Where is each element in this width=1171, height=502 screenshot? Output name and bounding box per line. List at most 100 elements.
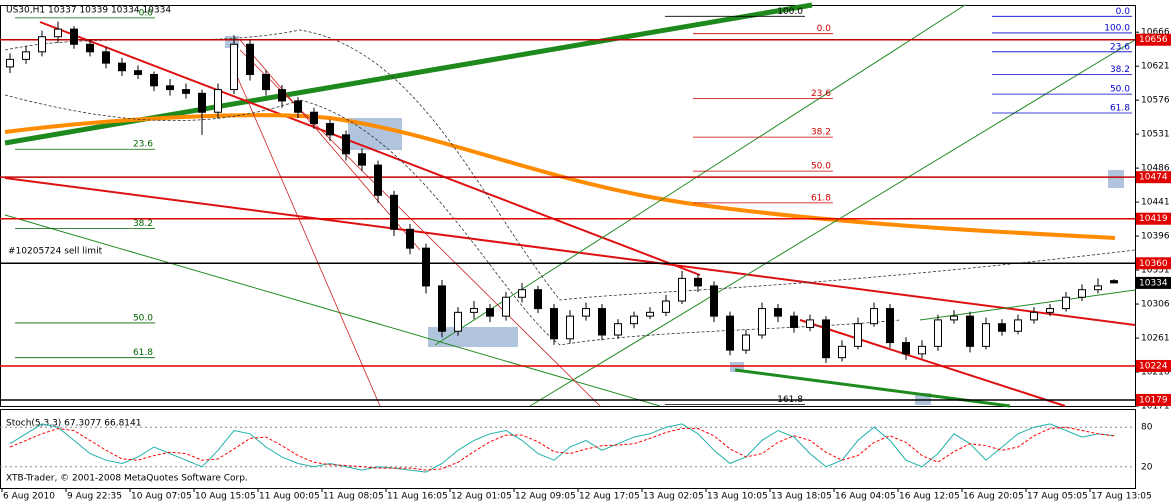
channel-line <box>434 4 966 346</box>
candle-body <box>694 277 702 287</box>
y-tick-label: 10531 <box>1141 130 1170 140</box>
fib-label: 50.0 <box>811 162 831 172</box>
candle-body <box>1078 289 1086 298</box>
candle-body <box>646 311 654 317</box>
x-tick-label: 12 Aug 01:05 <box>451 492 512 502</box>
chart-title: US30,H1 10337 10339 10334 10334 <box>6 6 171 16</box>
fib-label: 38.2 <box>1110 65 1130 75</box>
y-tick-label: 10486 <box>1141 164 1170 174</box>
stoch-tick-label: 80 <box>1141 423 1153 433</box>
candle-body <box>358 153 366 166</box>
channel-line <box>529 39 1136 407</box>
fib-label: 23.6 <box>1110 42 1130 52</box>
candle-body <box>806 319 814 328</box>
trend-line <box>919 289 1136 321</box>
candle-body <box>918 345 926 355</box>
fib-label: 61.8 <box>133 348 153 358</box>
price-tag-label: 10179 <box>1139 395 1168 405</box>
candle-body <box>710 285 718 317</box>
y-tick-label: 10576 <box>1141 96 1170 106</box>
candle-body <box>182 89 190 94</box>
x-tick-label: 13 Aug 02:05 <box>643 492 704 502</box>
fib-label: 161.8 <box>777 395 803 405</box>
candle-body <box>1046 308 1054 313</box>
candle-body <box>70 28 78 45</box>
x-tick-label: 13 Aug 18:05 <box>771 492 832 502</box>
candle-body <box>486 308 494 317</box>
candle-body <box>166 85 174 91</box>
candle-body <box>406 228 414 249</box>
fib-label: 38.2 <box>811 128 831 138</box>
candle-body <box>950 315 958 321</box>
candle-body <box>838 345 846 359</box>
candle-body <box>822 319 830 359</box>
candle-body <box>790 315 798 328</box>
y-tick-label: 10621 <box>1141 62 1170 72</box>
candle-body <box>566 315 574 340</box>
candle-body <box>38 36 46 53</box>
candle-body <box>742 334 750 351</box>
candle-body <box>502 296 510 317</box>
zone <box>428 327 518 347</box>
fib-label: 61.8 <box>811 193 831 203</box>
candle-body <box>998 323 1006 332</box>
fib-label: 0.0 <box>1116 7 1131 17</box>
candle-body <box>1014 319 1022 332</box>
candle-body <box>1110 280 1118 284</box>
candle-body <box>374 164 382 196</box>
stoch-line <box>9 423 1115 473</box>
candle-body <box>598 308 606 336</box>
trend-line <box>39 21 701 276</box>
stoch-tick-label: 20 <box>1141 462 1153 472</box>
candle-body <box>582 308 590 317</box>
candle-body <box>6 58 14 68</box>
moving-average <box>4 113 1116 240</box>
candle-body <box>662 300 670 313</box>
candle-body <box>534 289 542 310</box>
copyright: XTB-Trader, © 2001-2008 MetaQuotes Softw… <box>6 474 248 484</box>
candle-body <box>198 92 206 113</box>
x-tick-label: 6 Aug 2010 <box>3 492 55 502</box>
price-tag <box>1136 171 1171 184</box>
x-tick-label: 11 Aug 16:05 <box>387 492 448 502</box>
candle-body <box>230 43 238 91</box>
price-tag <box>1136 212 1171 225</box>
envelope <box>4 94 901 346</box>
y-tick-label: 10666 <box>1141 28 1170 38</box>
channel-line <box>4 214 661 407</box>
price-tag <box>1136 276 1171 289</box>
candle-body <box>550 308 558 340</box>
candle-body <box>758 308 766 336</box>
candle-body <box>310 111 318 125</box>
candle-body <box>214 89 222 113</box>
trend-line <box>799 319 1066 407</box>
fib-label: 100.0 <box>1104 23 1130 33</box>
envelope <box>4 29 1136 301</box>
zone <box>1108 170 1124 188</box>
candle-body <box>774 308 782 317</box>
price-tag-label: 10224 <box>1139 361 1168 371</box>
price-tag <box>1136 359 1171 372</box>
candle-body <box>294 100 302 113</box>
candle-body <box>22 51 30 60</box>
x-tick-label: 17 Aug 05:05 <box>1027 492 1088 502</box>
candle-body <box>454 311 462 332</box>
candle-body <box>278 89 286 102</box>
candle-body <box>1062 296 1070 310</box>
fib-label: 50.0 <box>133 313 153 323</box>
candle-body <box>262 73 270 91</box>
candle-body <box>966 315 974 347</box>
fib-label: 38.2 <box>133 219 153 229</box>
y-tick-label: 10441 <box>1141 198 1170 208</box>
y-tick-label: 10396 <box>1141 232 1170 242</box>
x-tick-label: 13 Aug 10:05 <box>707 492 768 502</box>
candle-body <box>630 315 638 325</box>
candle-body <box>614 323 622 336</box>
x-tick-label: 16 Aug 20:05 <box>963 492 1024 502</box>
fib-label: 100.0 <box>777 7 803 17</box>
order-label: #10205724 sell limit <box>8 247 103 257</box>
candle-body <box>422 247 430 287</box>
x-tick-label: 12 Aug 17:05 <box>579 492 640 502</box>
candle-body <box>854 323 862 347</box>
